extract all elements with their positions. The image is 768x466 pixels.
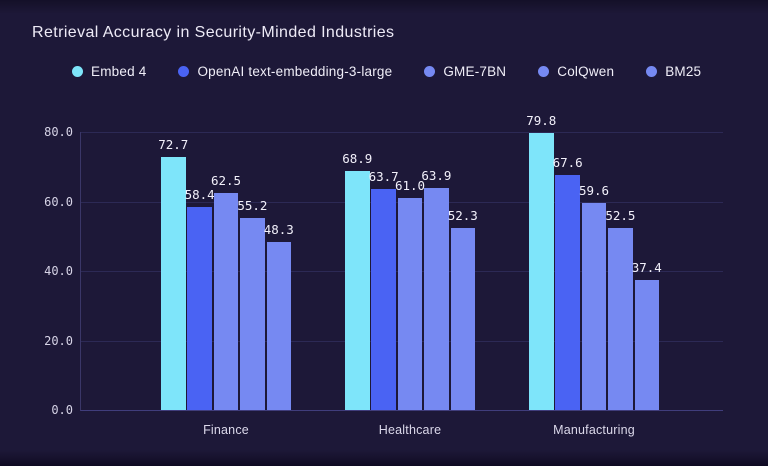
bar-group-manufacturing: 79.8 67.6 59.6 52.5 37.4 xyxy=(526,113,662,410)
legend-label: Embed 4 xyxy=(91,64,147,79)
bar-bm25 xyxy=(266,242,291,410)
y-axis-label: 0.0 xyxy=(51,403,73,417)
legend-label: BM25 xyxy=(665,64,702,79)
bar-openai-text-embedding-3-large xyxy=(187,207,212,410)
y-axis-label: 20.0 xyxy=(44,333,73,348)
bar-slot: 58.4 xyxy=(184,132,215,410)
bar-colqwen xyxy=(424,187,449,410)
bar-openai-text-embedding-3-large xyxy=(555,175,580,410)
bar-value-label: 61.0 xyxy=(394,178,426,194)
bar-slot: 48.3 xyxy=(263,132,294,410)
bar-slot: 79.8 xyxy=(526,113,556,410)
x-axis-label: Healthcare xyxy=(378,423,442,437)
x-axis-label: Finance xyxy=(203,423,249,437)
y-axis-label: 60.0 xyxy=(44,194,73,209)
bar-embed-4 xyxy=(345,170,370,410)
bar-slot: 72.7 xyxy=(158,132,189,410)
legend-item: OpenAI text-embedding-3-large xyxy=(178,64,392,79)
gridline xyxy=(81,132,723,133)
legend-dot-icon xyxy=(424,66,436,77)
bar-value-label: 58.4 xyxy=(184,187,215,203)
legend-dot-icon xyxy=(72,66,83,77)
bar-value-label: 72.7 xyxy=(158,137,189,153)
bar-group-healthcare: 68.9 63.7 61.0 63.9 52.3 xyxy=(342,132,478,410)
bar-embed-4 xyxy=(161,157,186,410)
legend-dot-icon xyxy=(646,66,658,77)
bar-value-label: 68.9 xyxy=(342,150,373,166)
legend-item: BM25 xyxy=(646,64,701,79)
bar-value-label: 52.5 xyxy=(605,207,636,223)
x-axis-label: Manufacturing xyxy=(553,423,635,437)
plot-area: 0.0 20.0 40.0 60.0 80.0 72.7 58.4 62.5 55.2 48.3 F… xyxy=(44,113,723,437)
legend: Embed 4 OpenAI text-embedding-3-large GME-… xyxy=(72,64,701,79)
chart-title: Retrieval Accuracy in Security-Minded In… xyxy=(32,24,395,41)
bar-value-label: 62.5 xyxy=(210,172,242,188)
bar-gme-7bn xyxy=(397,198,423,410)
bar-slot: 52.5 xyxy=(605,132,636,410)
bar-value-label: 55.2 xyxy=(237,198,268,214)
bar-slot: 68.9 xyxy=(342,132,373,410)
bar-slot: 67.6 xyxy=(552,132,583,410)
bar-colqwen xyxy=(240,218,265,410)
bar-slot: 63.9 xyxy=(421,132,452,410)
legend-item: GME-7BN xyxy=(424,64,506,79)
bar-gme-7bn xyxy=(581,202,607,410)
legend-dot-icon xyxy=(178,66,190,77)
bar-slot: 55.2 xyxy=(237,132,268,410)
bar-value-label: 48.3 xyxy=(263,222,294,238)
bar-value-label: 63.7 xyxy=(368,168,399,184)
bar-value-label: 59.6 xyxy=(578,182,610,198)
bar-slot: 62.5 xyxy=(210,132,242,410)
bar-openai-text-embedding-3-large xyxy=(371,188,396,410)
y-axis-label: 40.0 xyxy=(44,264,73,278)
bar-embed-4 xyxy=(529,132,554,410)
legend-item: Embed 4 xyxy=(72,64,146,79)
legend-label: ColQwen xyxy=(557,64,615,79)
bar-bm25 xyxy=(634,280,659,410)
bar-slot: 63.7 xyxy=(368,132,399,410)
bar-bm25 xyxy=(450,228,475,410)
bar-value-label: 63.9 xyxy=(421,167,452,183)
legend-dot-icon xyxy=(538,66,550,77)
y-axis-label: 80.0 xyxy=(44,125,73,139)
bar-colqwen xyxy=(608,227,633,410)
bar-gme-7bn xyxy=(213,192,239,410)
bar-slot: 37.4 xyxy=(631,132,662,410)
bar-slot: 59.6 xyxy=(578,132,610,410)
legend-item: ColQwen xyxy=(538,64,614,79)
bar-value-label: 52.3 xyxy=(447,208,478,224)
bar-value-label: 79.8 xyxy=(526,112,557,128)
bar-group-finance: 72.7 58.4 62.5 55.2 48.3 xyxy=(158,132,294,410)
bar-value-label: 67.6 xyxy=(552,155,583,171)
bar-slot: 52.3 xyxy=(447,132,478,410)
bar-slot: 61.0 xyxy=(394,132,426,410)
legend-label: GME-7BN xyxy=(443,64,507,79)
bar-value-label: 37.4 xyxy=(631,260,662,276)
legend-label: OpenAI text-embedding-3-large xyxy=(197,64,393,79)
